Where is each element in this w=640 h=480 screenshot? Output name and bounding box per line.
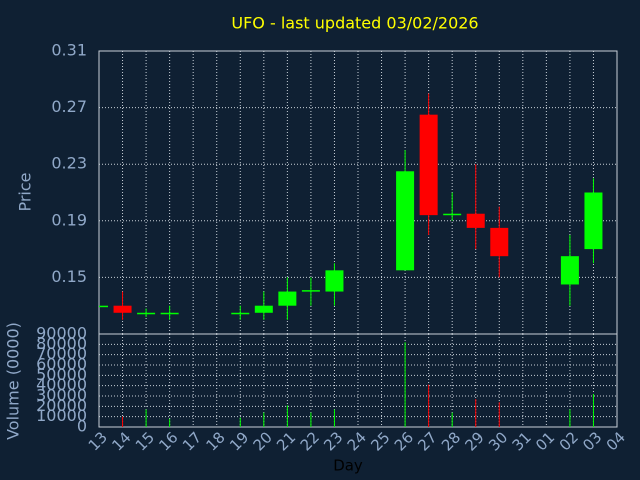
volume-tick-label: 80000 bbox=[36, 334, 87, 353]
x-tick-label: 23 bbox=[320, 428, 346, 454]
candle-body bbox=[137, 312, 156, 315]
y-tick-label: 0.31 bbox=[51, 41, 87, 60]
candle-body bbox=[160, 312, 179, 315]
volume-tick-label: 10000 bbox=[36, 406, 87, 425]
x-tick-label: 13 bbox=[85, 428, 111, 454]
volume-tick-label: 20000 bbox=[36, 396, 87, 415]
candle-body bbox=[301, 290, 320, 292]
candle-body bbox=[490, 227, 509, 257]
x-tick-label: 28 bbox=[438, 428, 464, 454]
x-tick-label: 03 bbox=[579, 428, 605, 454]
x-tick-label: 27 bbox=[414, 428, 440, 454]
volume-tick-label: 50000 bbox=[36, 365, 87, 384]
candle-body bbox=[396, 171, 415, 271]
y-tick-label: 0.27 bbox=[51, 97, 87, 116]
x-tick-label: 16 bbox=[155, 428, 181, 454]
x-tick-label: 24 bbox=[344, 428, 370, 454]
y-axis-label: Price bbox=[16, 172, 35, 211]
candle-body bbox=[113, 305, 132, 313]
x-tick-label: 17 bbox=[179, 428, 205, 454]
y-tick-label: 0.19 bbox=[51, 210, 87, 229]
volume-tick-label: 40000 bbox=[36, 375, 87, 394]
candle-body bbox=[231, 312, 250, 315]
x-tick-label: 04 bbox=[603, 428, 629, 454]
x-tick-label: 21 bbox=[273, 428, 299, 454]
x-tick-label: 22 bbox=[297, 428, 323, 454]
x-tick-label: 14 bbox=[108, 428, 134, 454]
volume-tick-label: 30000 bbox=[36, 386, 87, 405]
x-axis-label: Day bbox=[333, 457, 363, 475]
candle-body bbox=[466, 213, 485, 228]
x-tick-label: 19 bbox=[226, 428, 252, 454]
x-tick-label: 30 bbox=[485, 428, 511, 454]
y-tick-label: 0.15 bbox=[51, 267, 87, 286]
candle-body bbox=[419, 114, 438, 216]
x-tick-label: 02 bbox=[556, 428, 582, 454]
candle-body bbox=[254, 305, 273, 313]
candle-body bbox=[278, 291, 297, 306]
y-tick-label: 0.23 bbox=[51, 154, 87, 173]
x-tick-label: 31 bbox=[509, 428, 535, 454]
x-tick-label: 25 bbox=[367, 428, 393, 454]
volume-axis-label: Volume (0000) bbox=[4, 322, 23, 440]
x-tick-label: 26 bbox=[391, 428, 417, 454]
volume-tick-label: 0 bbox=[77, 417, 87, 436]
candle-body bbox=[325, 270, 344, 292]
x-tick-label: 15 bbox=[132, 428, 158, 454]
x-tick-label: 18 bbox=[203, 428, 229, 454]
chart-title: UFO - last updated 03/02/2026 bbox=[231, 14, 478, 33]
volume-tick-label: 70000 bbox=[36, 344, 87, 363]
candle-body bbox=[560, 256, 579, 285]
candle-body bbox=[443, 213, 462, 216]
candle-body bbox=[584, 192, 603, 250]
volume-tick-label: 90000 bbox=[36, 324, 87, 343]
x-tick-label: 01 bbox=[532, 428, 558, 454]
volume-frame bbox=[98, 333, 618, 428]
x-tick-label: 20 bbox=[250, 428, 276, 454]
candle-body bbox=[99, 305, 108, 308]
x-tick-label: 29 bbox=[462, 428, 488, 454]
volume-tick-label: 60000 bbox=[36, 355, 87, 374]
